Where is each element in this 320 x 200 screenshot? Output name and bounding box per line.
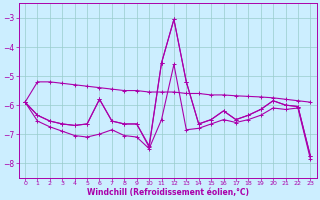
X-axis label: Windchill (Refroidissement éolien,°C): Windchill (Refroidissement éolien,°C) bbox=[87, 188, 249, 197]
